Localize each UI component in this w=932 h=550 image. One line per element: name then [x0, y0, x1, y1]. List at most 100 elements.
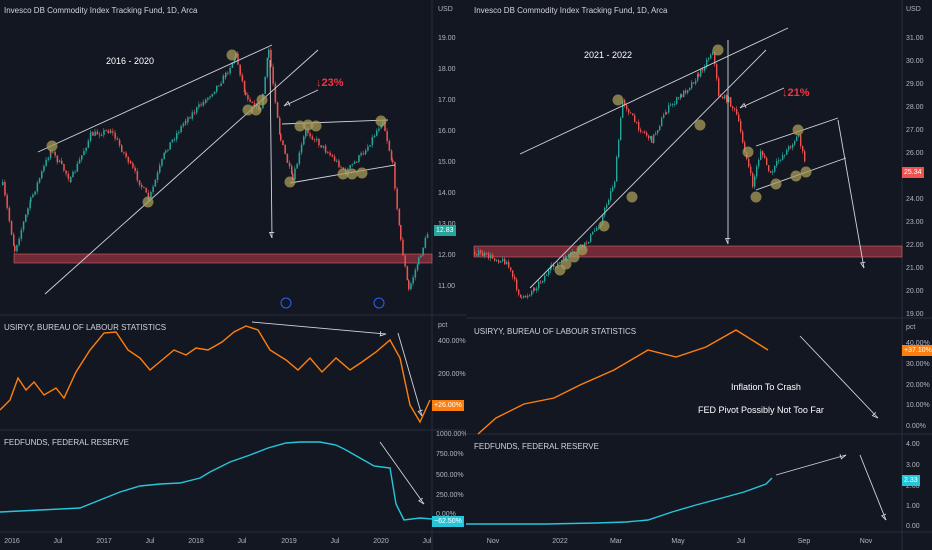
price-tick: 20.00 [906, 288, 924, 295]
candle-body [36, 182, 39, 192]
candle-body [167, 149, 169, 151]
candle-body [693, 82, 695, 84]
pivot-marker [742, 146, 754, 158]
candle-body [130, 161, 132, 164]
right-chart[interactable]: Invesco DB Commodity Index Tracking Fund… [466, 0, 932, 550]
fed-decline-arrow [379, 441, 425, 505]
rise-arrow [775, 454, 847, 476]
candle-body [307, 128, 309, 134]
candle-body [276, 102, 279, 118]
candle-body [87, 140, 90, 148]
candle-body [504, 258, 506, 265]
candle-body [480, 250, 482, 253]
candle-body [782, 155, 784, 160]
candle-body [123, 151, 125, 153]
candle-body [218, 85, 220, 87]
candle-body [171, 139, 174, 143]
candle-body [659, 126, 661, 131]
candle-body [416, 264, 419, 270]
left-indicator2-title: FEDFUNDS, FEDERAL RESERVE [4, 438, 129, 447]
candle-body [608, 200, 610, 205]
candle-body [296, 163, 298, 169]
candle-body [657, 130, 659, 134]
candle-body [500, 261, 502, 263]
candle-body [396, 188, 398, 209]
pivot-marker [770, 178, 782, 190]
candle-body [380, 125, 382, 129]
left-chart-title: Invesco DB Commodity Index Tracking Fund… [4, 6, 198, 15]
candle-body [388, 141, 391, 151]
decline-arrow [397, 332, 423, 417]
channel-line [44, 49, 319, 295]
candle-body [596, 227, 598, 231]
arrow-head-icon [880, 513, 887, 521]
panel-background [466, 0, 932, 550]
candle-body [105, 130, 107, 131]
candle-body [78, 159, 81, 164]
indicator-tick: 10.00% [906, 402, 930, 409]
candle-body [27, 208, 29, 215]
pivot-marker [375, 115, 387, 127]
right-chart-canvas[interactable] [466, 0, 932, 550]
price-tick: 31.00 [906, 35, 924, 42]
candle-body [704, 66, 706, 71]
candle-body [668, 105, 670, 113]
candle-body [630, 112, 632, 114]
drop-arrow [269, 59, 273, 239]
candle-body [288, 162, 291, 167]
price-tick: 19.00 [438, 35, 456, 42]
candle-body [394, 162, 396, 189]
candle-body [241, 75, 244, 81]
candle-body [43, 165, 45, 172]
candle-body [14, 245, 16, 252]
indicator-tick: 4.00 [906, 441, 920, 448]
candle-body [626, 105, 628, 110]
arrow-head-icon [417, 409, 423, 417]
price-tick: 22.00 [906, 242, 924, 249]
right-chart-title: Invesco DB Commodity Index Tracking Fund… [474, 6, 668, 15]
candle-body [618, 140, 620, 158]
date-tick: Jul [145, 538, 155, 545]
candle-body [798, 134, 800, 137]
candle-body [655, 133, 657, 135]
candle-body [390, 150, 393, 161]
pivot-marker [337, 168, 349, 180]
candle-body [367, 146, 369, 151]
date-tick: Mar [609, 538, 623, 545]
candle-body [498, 260, 500, 263]
candle-body [349, 165, 351, 169]
candle-body [20, 229, 23, 239]
candle-body [683, 90, 685, 98]
candle-body [294, 168, 296, 180]
candle-body [750, 166, 752, 174]
candle-body [730, 97, 732, 107]
candle-body [47, 158, 50, 160]
candle-body [143, 186, 145, 188]
candle-body [642, 131, 644, 133]
candle-body [114, 132, 116, 139]
date-tick: Jul [53, 538, 63, 545]
candle-body [92, 132, 94, 136]
candle-body [521, 297, 523, 299]
annotation-fed-pivot: FED Pivot Possibly Not Too Far [698, 405, 824, 415]
candle-body [56, 155, 59, 163]
left-chart[interactable]: Invesco DB Commodity Index Tracking Fund… [0, 0, 468, 550]
left-currency-label: USD [438, 6, 453, 13]
candle-body [30, 197, 32, 203]
inflation-line [0, 325, 431, 424]
candle-body [548, 270, 550, 276]
candle-body [247, 95, 249, 100]
candle-body [127, 157, 130, 163]
candle-body [678, 97, 680, 99]
candle-body [286, 153, 289, 163]
candle-body [74, 171, 76, 173]
date-tick: 2016 [4, 538, 20, 545]
right-indicator2-last-tag: 2.33 [902, 475, 920, 486]
candle-body [402, 239, 404, 256]
left-chart-canvas[interactable] [0, 0, 466, 550]
candle-body [514, 276, 516, 280]
candle-body [400, 225, 402, 240]
fed-funds-line [466, 477, 773, 525]
divergence-arrow [251, 321, 387, 335]
candle-body [594, 230, 596, 232]
